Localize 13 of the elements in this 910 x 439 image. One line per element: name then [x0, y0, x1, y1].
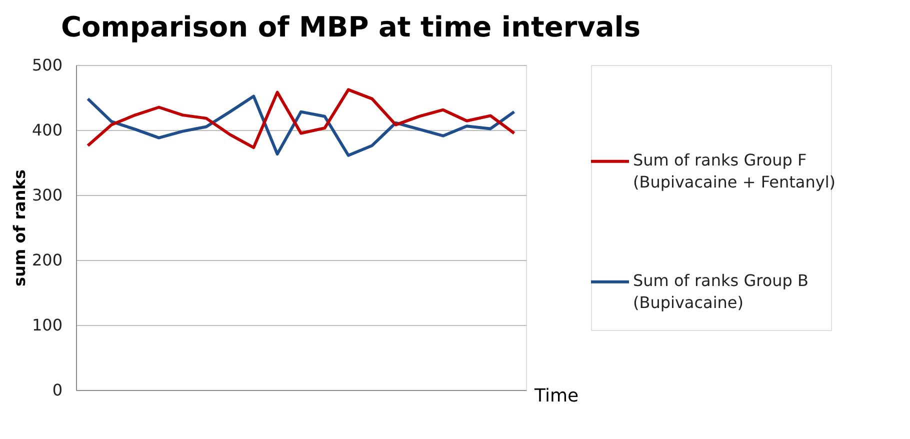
y-tick-label: 400: [32, 120, 62, 140]
line-series: [86, 88, 516, 150]
y-tick-label: 0: [52, 380, 62, 400]
line-series: [86, 94, 516, 157]
chart-title: Comparison of MBP at time intervals: [60, 10, 641, 44]
y-tick-label: 300: [32, 186, 62, 204]
legend-label: Sum of ranks Group B (Bupivacaine): [633, 270, 808, 312]
y-tick-label: 200: [32, 250, 62, 270]
y-tick-label: 500: [32, 56, 62, 74]
x-axis-title: Time: [534, 386, 579, 406]
legend-label: Sum of ranks Group F (Bupivacaine + Fentanyl): [633, 150, 836, 192]
y-axis-title: sum of ranks: [10, 170, 29, 286]
y-tick-label: 100: [32, 316, 62, 334]
